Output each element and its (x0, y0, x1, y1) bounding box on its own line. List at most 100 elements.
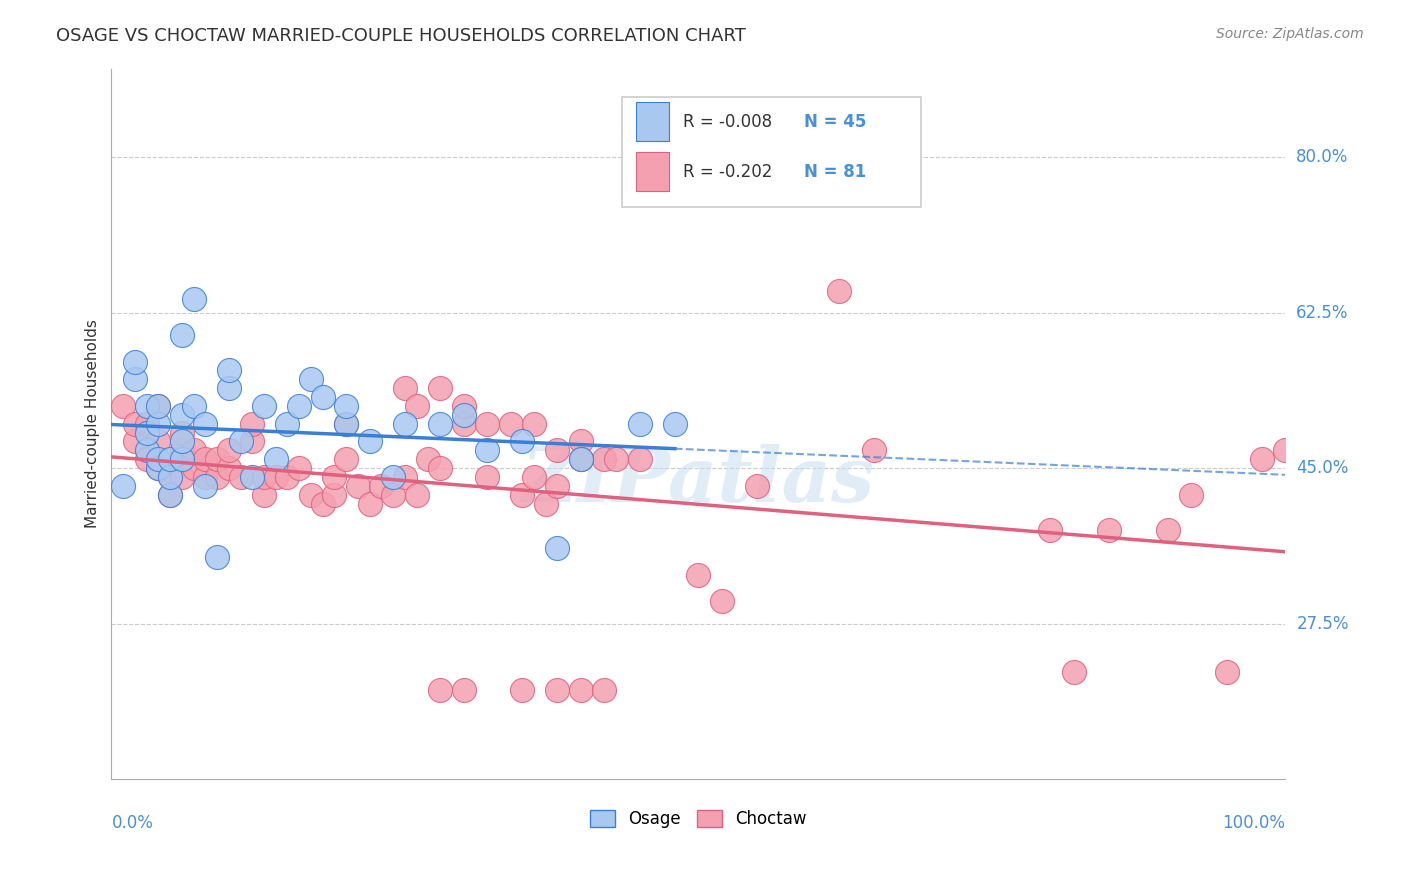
Y-axis label: Married-couple Households: Married-couple Households (86, 319, 100, 528)
Point (218, 363, 240, 377)
Point (170, 425, 193, 440)
Point (135, 417, 157, 431)
Point (523, 470, 546, 484)
Point (112, 399, 135, 413)
Point (546, 443, 568, 458)
Point (1250, 452, 1272, 467)
Point (453, 683, 475, 698)
Text: 27.5%: 27.5% (1296, 615, 1348, 632)
Point (148, 399, 170, 413)
Point (183, 461, 205, 475)
Point (135, 452, 157, 467)
Point (323, 488, 346, 502)
Point (170, 452, 193, 467)
Point (253, 488, 276, 502)
Point (405, 399, 427, 413)
Point (569, 683, 592, 698)
Point (688, 567, 710, 582)
Point (335, 417, 357, 431)
Point (205, 452, 228, 467)
Point (593, 452, 616, 467)
Point (605, 452, 627, 467)
FancyBboxPatch shape (636, 103, 669, 141)
Point (664, 417, 686, 431)
Point (170, 443, 193, 458)
Point (1274, 443, 1296, 458)
Point (429, 381, 451, 395)
Point (299, 372, 322, 386)
Point (510, 434, 533, 449)
Text: OSAGE VS CHOCTAW MARRIED-COUPLE HOUSEHOLDS CORRELATION CHART: OSAGE VS CHOCTAW MARRIED-COUPLE HOUSEHOL… (56, 27, 747, 45)
Point (745, 479, 768, 493)
Point (405, 488, 427, 502)
Text: 45.0%: 45.0% (1296, 459, 1348, 477)
Point (124, 434, 146, 449)
Point (382, 470, 405, 484)
Point (205, 549, 228, 564)
Point (312, 497, 335, 511)
Point (510, 488, 533, 502)
Point (124, 372, 146, 386)
Point (194, 417, 217, 431)
Text: 100.0%: 100.0% (1222, 814, 1285, 831)
Text: R = -0.008: R = -0.008 (683, 112, 772, 131)
Point (194, 479, 217, 493)
Point (183, 293, 205, 307)
Point (229, 470, 252, 484)
Point (569, 452, 592, 467)
Point (148, 461, 170, 475)
Point (218, 461, 240, 475)
Point (159, 452, 181, 467)
Point (159, 488, 181, 502)
Point (523, 417, 546, 431)
Point (124, 417, 146, 431)
Point (159, 470, 181, 484)
Point (546, 479, 568, 493)
Point (628, 417, 651, 431)
Point (240, 434, 263, 449)
Point (335, 417, 357, 431)
Point (394, 470, 416, 484)
Point (299, 488, 322, 502)
Point (229, 434, 252, 449)
Point (194, 452, 217, 467)
Point (159, 488, 181, 502)
Point (347, 479, 370, 493)
Point (453, 399, 475, 413)
Point (183, 399, 205, 413)
Point (475, 443, 498, 458)
Point (628, 452, 651, 467)
Point (1039, 523, 1062, 537)
Point (394, 381, 416, 395)
Point (359, 497, 381, 511)
Point (135, 399, 157, 413)
Point (1215, 665, 1237, 680)
Point (1180, 488, 1202, 502)
Point (429, 683, 451, 698)
Point (148, 434, 170, 449)
Point (593, 683, 616, 698)
Point (1157, 523, 1180, 537)
Point (710, 594, 733, 608)
Point (1063, 665, 1085, 680)
Point (534, 497, 557, 511)
Point (418, 452, 440, 467)
Point (218, 381, 240, 395)
Point (429, 417, 451, 431)
Point (312, 390, 335, 404)
Point (170, 470, 193, 484)
Point (359, 434, 381, 449)
Point (323, 470, 346, 484)
Text: ZIPatlas: ZIPatlas (522, 443, 875, 517)
Point (194, 470, 217, 484)
Point (828, 284, 851, 298)
FancyBboxPatch shape (636, 152, 669, 191)
Point (276, 417, 298, 431)
Point (382, 488, 405, 502)
Point (112, 479, 135, 493)
Point (135, 425, 157, 440)
Text: N = 81: N = 81 (804, 162, 866, 180)
Point (370, 479, 392, 493)
Point (288, 461, 311, 475)
Point (335, 452, 357, 467)
